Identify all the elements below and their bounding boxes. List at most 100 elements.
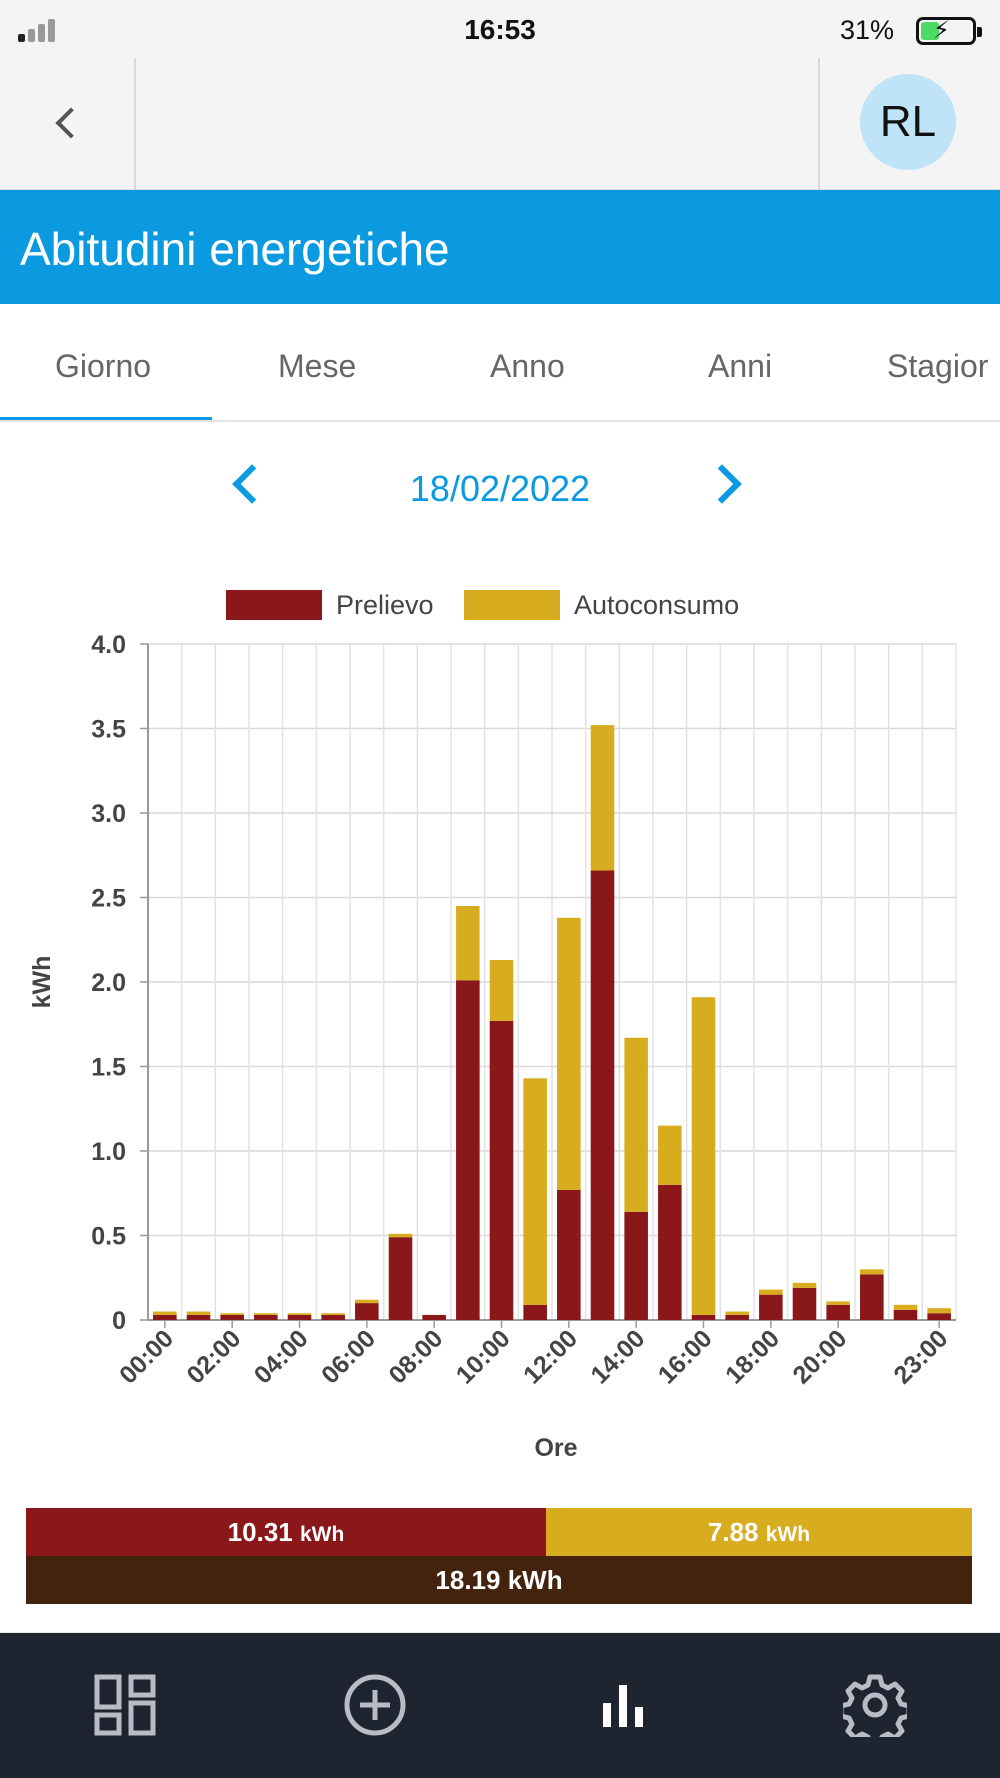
bar-autoconsumo [658, 1125, 682, 1185]
x-tick-label: 23:00 [888, 1324, 953, 1389]
bar-prelievo [456, 980, 480, 1320]
page-title: Abitudini energetiche [20, 223, 450, 275]
bar-prelievo [826, 1304, 850, 1320]
legend-swatch [464, 590, 560, 620]
bar-prelievo [590, 870, 615, 1320]
nav-dashboard[interactable] [0, 1633, 250, 1778]
bar-autoconsumo [489, 960, 514, 1021]
avatar[interactable]: RL [860, 74, 956, 170]
y-tick-label: 4.0 [91, 631, 126, 659]
date-navigation: 18/02/2022 [0, 448, 1000, 532]
bar-autoconsumo [153, 1311, 177, 1315]
x-axis-title: Ore [534, 1434, 577, 1462]
bar-chart-icon [603, 1685, 643, 1727]
tab-stagioni[interactable]: Stagior [887, 348, 989, 384]
bar-prelievo [153, 1314, 177, 1320]
bar-autoconsumo [624, 1037, 648, 1212]
energy-bar-chart: 00.51.01.52.02.53.03.54.000:00 02:00 04:00… [28, 631, 957, 1462]
bar-autoconsumo [557, 917, 581, 1190]
x-tick-label: 20:00 [787, 1324, 852, 1389]
bar-autoconsumo [759, 1289, 783, 1295]
bar-prelievo [489, 1020, 514, 1320]
bar-prelievo [388, 1237, 413, 1320]
bar-autoconsumo [927, 1308, 951, 1314]
nav-add[interactable] [250, 1633, 500, 1778]
y-tick-label: 2.0 [91, 969, 126, 997]
bar-autoconsumo [725, 1311, 749, 1315]
active-tab-indicator [0, 417, 212, 420]
bottom-navigation [0, 1632, 1000, 1778]
y-tick-label: 1.5 [91, 1054, 126, 1082]
tab-anni[interactable]: Anni [708, 348, 773, 384]
bar-prelievo [220, 1314, 244, 1320]
bar-prelievo [422, 1314, 446, 1320]
bar-autoconsumo [388, 1233, 413, 1238]
legend-swatch [226, 590, 322, 620]
bar-prelievo [792, 1287, 817, 1320]
bar-prelievo [759, 1294, 783, 1320]
bar-autoconsumo [893, 1304, 918, 1310]
bar-prelievo [254, 1314, 278, 1320]
prelievo-value: 10.31 [227, 1517, 293, 1547]
x-tick-label: 02:00 [181, 1324, 246, 1389]
bar-autoconsumo [254, 1313, 278, 1315]
bar-prelievo [557, 1189, 581, 1320]
signal-icon [18, 18, 58, 42]
bar-autoconsumo [826, 1301, 850, 1305]
legend-label: Autoconsumo [574, 590, 740, 620]
autoconsumo-unit: kWh [765, 1523, 811, 1546]
bar-autoconsumo [792, 1282, 817, 1288]
y-tick-label: 1.0 [91, 1138, 126, 1166]
bar-prelievo [725, 1314, 749, 1320]
add-circle-icon [344, 1674, 406, 1736]
bar-autoconsumo [590, 725, 615, 871]
bar-prelievo [860, 1274, 884, 1320]
bar-autoconsumo [355, 1299, 379, 1304]
total-consumption: 18.19 kWh [26, 1556, 972, 1604]
tab-giorno[interactable]: Giorno [55, 348, 152, 384]
bar-prelievo [355, 1303, 379, 1320]
y-tick-label: 3.5 [91, 716, 126, 744]
bar-prelievo [624, 1211, 648, 1320]
previous-day-button[interactable] [232, 464, 272, 504]
tab-anno[interactable]: Anno [490, 348, 565, 384]
x-tick-label: 04:00 [249, 1324, 314, 1389]
y-tick-label: 3.0 [91, 800, 126, 828]
bar-autoconsumo [523, 1078, 547, 1305]
bar-autoconsumo [186, 1311, 211, 1315]
selected-date[interactable]: 18/02/2022 [409, 468, 591, 509]
bar-autoconsumo [220, 1313, 244, 1315]
battery-percentage: 31% [839, 15, 894, 45]
bar-autoconsumo [287, 1313, 312, 1315]
bar-prelievo [321, 1314, 345, 1320]
prelievo-unit: kWh [299, 1523, 345, 1546]
bar-prelievo [691, 1314, 716, 1320]
battery-icon: ⚡ [916, 17, 982, 45]
status-bar: 16:53 31% ⚡ [0, 0, 1000, 58]
tab-mese[interactable]: Mese [278, 348, 357, 384]
y-axis-title: kWh [28, 956, 56, 1009]
back-button[interactable] [0, 58, 136, 190]
title-bar: Abitudini energetiche [0, 190, 1000, 304]
divider [818, 58, 820, 190]
prelievo-total: 10.31 kWh [26, 1508, 546, 1556]
bar-autoconsumo [321, 1313, 345, 1315]
bar-prelievo [186, 1314, 211, 1320]
bar-autoconsumo [456, 905, 480, 981]
bar-autoconsumo [691, 997, 716, 1315]
x-tick-label: 14:00 [585, 1324, 650, 1389]
period-tabs: Giorno Mese Anno Anni Stagior [0, 304, 1000, 422]
chevron-left-icon [55, 107, 87, 139]
y-tick-label: 2.5 [91, 885, 126, 913]
bar-prelievo [523, 1304, 547, 1320]
next-day-button[interactable] [702, 464, 742, 504]
x-tick-label: 12:00 [518, 1324, 583, 1389]
x-tick-label: 18:00 [720, 1324, 785, 1389]
y-tick-label: 0.5 [91, 1223, 126, 1251]
x-tick-label: 06:00 [316, 1324, 381, 1389]
nav-settings[interactable] [750, 1633, 1000, 1778]
x-tick-label: 16:00 [653, 1324, 718, 1389]
nav-statistics[interactable] [500, 1633, 750, 1778]
gear-icon [843, 1674, 907, 1737]
energy-summary: 10.31 kWh 7.88 kWh 18.19 kWh [26, 1508, 972, 1604]
